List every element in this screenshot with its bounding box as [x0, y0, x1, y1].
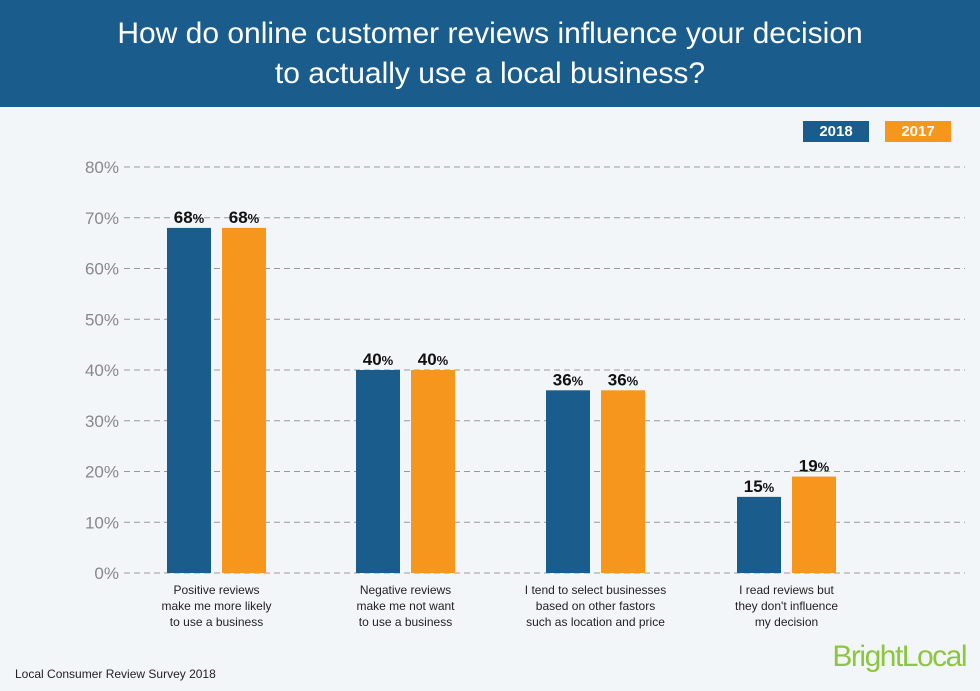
- category-label: I tend to select businesses: [525, 583, 666, 597]
- y-tick-label: 0%: [94, 564, 119, 583]
- title-banner: How do online customer reviews influence…: [0, 0, 980, 107]
- data-label: 15%: [744, 477, 775, 496]
- source-note: Local Consumer Review Survey 2018: [15, 667, 216, 681]
- y-tick-label: 10%: [85, 513, 119, 532]
- data-label: 40%: [418, 350, 449, 369]
- data-label: 68%: [229, 208, 260, 227]
- data-label: 36%: [553, 370, 584, 389]
- category-label: I read reviews but: [739, 583, 834, 597]
- legend-2017: 2017: [885, 121, 951, 142]
- category-label: make me not want: [356, 599, 455, 613]
- category-label: such as location and price: [526, 615, 665, 629]
- bar-2017: [792, 476, 836, 573]
- y-tick-label: 30%: [85, 412, 119, 431]
- data-label: 36%: [608, 370, 639, 389]
- data-label: 68%: [174, 208, 205, 227]
- bar-2018: [546, 390, 590, 573]
- legend: 2018 2017: [803, 121, 951, 142]
- category-label: Positive reviews: [173, 583, 259, 597]
- bar-2018: [737, 496, 781, 573]
- bar-2017: [222, 227, 266, 573]
- category-label: based on other fastors: [536, 599, 655, 613]
- y-tick-label: 40%: [85, 361, 119, 380]
- y-tick-label: 20%: [85, 463, 119, 482]
- bar-2017: [411, 370, 455, 573]
- category-label: to use a business: [359, 615, 452, 629]
- brightlocal-logo: BrightLocal: [832, 640, 967, 673]
- bar-2017: [601, 390, 645, 573]
- chart-title: How do online customer reviews influence…: [117, 16, 863, 90]
- legend-2018: 2018: [803, 121, 869, 142]
- category-label: Negative reviews: [360, 583, 451, 597]
- y-tick-label: 60%: [85, 260, 119, 279]
- data-label: 40%: [363, 350, 394, 369]
- data-label: 19%: [799, 457, 830, 476]
- category-label: my decision: [755, 615, 818, 629]
- category-label: they don't influence: [735, 599, 838, 613]
- category-label: make me more likely: [161, 599, 271, 613]
- y-tick-label: 80%: [85, 158, 119, 177]
- y-tick-label: 50%: [85, 310, 119, 329]
- category-label: to use a business: [170, 615, 263, 629]
- y-tick-label: 70%: [85, 209, 119, 228]
- bar-2018: [167, 227, 211, 573]
- bar-2018: [356, 370, 400, 573]
